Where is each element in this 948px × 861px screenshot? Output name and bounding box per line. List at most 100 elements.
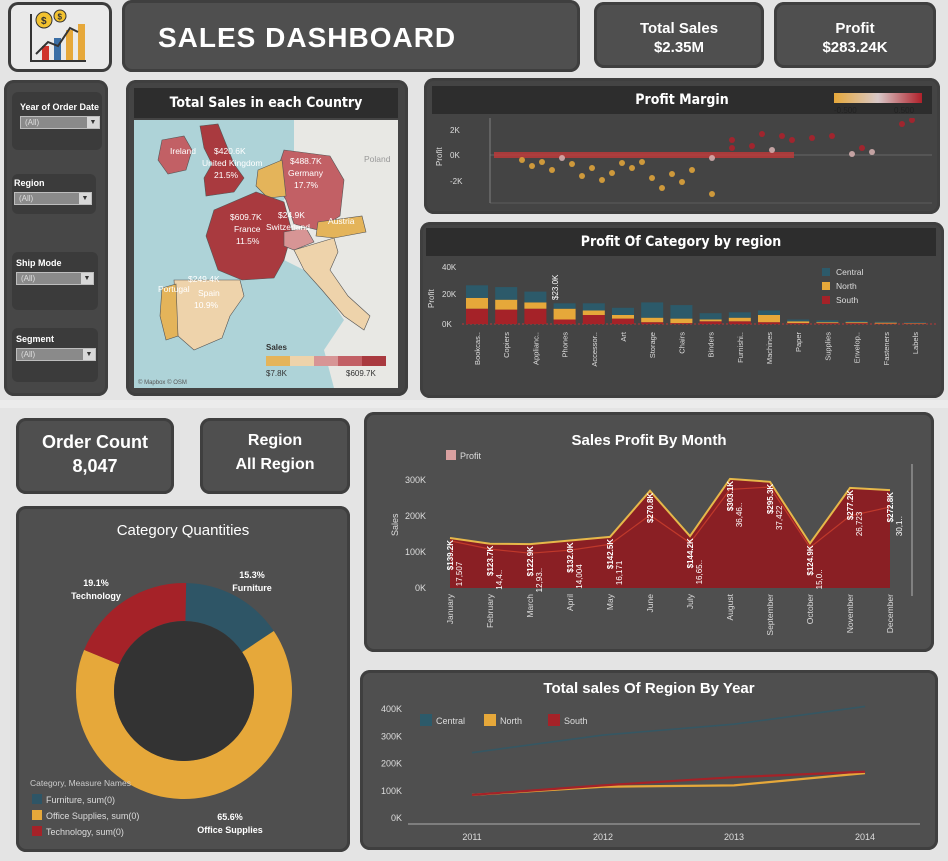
- country-portugal[interactable]: [159, 283, 179, 341]
- bar-south[interactable]: [728, 321, 751, 324]
- sales-value-label: $124.9K: [806, 545, 815, 575]
- country-uk[interactable]: [199, 123, 245, 197]
- category-region-ytick: 20K: [442, 290, 457, 299]
- sales-line[interactable]: [449, 477, 891, 546]
- filter-segment-label: Segment: [16, 334, 55, 344]
- profit-value: $283.24K: [822, 39, 888, 56]
- bar-south[interactable]: [787, 323, 810, 324]
- country-austria[interactable]: [315, 215, 367, 239]
- profit-card: Profit $283.24K: [774, 2, 936, 68]
- profit-line[interactable]: [449, 486, 891, 554]
- filter-year-label: Year of Order Date: [20, 102, 100, 112]
- bar-south[interactable]: [466, 308, 488, 324]
- series-line-central[interactable]: [471, 705, 866, 754]
- title-bar: SALES DASHBOARD: [122, 0, 580, 72]
- bar-south[interactable]: [670, 323, 693, 324]
- bar-north[interactable]: [787, 321, 810, 324]
- sales-month-chart[interactable]: ProfitSales300K200K100K0KJanuary$139.2K1…: [364, 446, 934, 650]
- filter-shipmode-select[interactable]: (All) ▼: [16, 272, 94, 285]
- sales-area[interactable]: [450, 478, 890, 588]
- slice-technology[interactable]: [84, 583, 187, 665]
- bar-central[interactable]: [758, 310, 780, 316]
- total-sales-label: Total Sales: [639, 20, 719, 37]
- bar-south[interactable]: [845, 323, 868, 324]
- bar-north[interactable]: [524, 302, 547, 309]
- region-card: Region All Region: [200, 418, 350, 494]
- bar-north[interactable]: [553, 308, 576, 320]
- bar-north[interactable]: [845, 322, 868, 324]
- profit-margin-points: [494, 118, 915, 197]
- map-label: 21.5%: [214, 170, 239, 180]
- slice-furniture[interactable]: [185, 583, 274, 653]
- chart-money-icon: $ $: [30, 9, 86, 62]
- category-region-chart[interactable]: Profit 40K 20K 0K Bookcas.. Copiers Applianc..…: [424, 258, 940, 394]
- bar-central[interactable]: [728, 312, 751, 318]
- country-switzerland[interactable]: [283, 227, 315, 251]
- bar-central[interactable]: [845, 320, 868, 323]
- bar-south[interactable]: [699, 321, 722, 324]
- bar-north[interactable]: [728, 317, 751, 322]
- chevron-down-icon: ▼: [79, 193, 91, 204]
- dense-points: [494, 152, 794, 158]
- bar-central[interactable]: [816, 320, 839, 323]
- bar-north[interactable]: [495, 299, 518, 310]
- bar-south[interactable]: [758, 322, 780, 324]
- filter-region-select[interactable]: (All) ▼: [14, 192, 92, 205]
- category-label: Labels: [911, 332, 920, 354]
- bar-central[interactable]: [582, 303, 605, 311]
- bar-north[interactable]: [699, 319, 722, 322]
- country-benelux[interactable]: [255, 159, 287, 199]
- bar-central[interactable]: [670, 305, 693, 319]
- sales-value-label: $132.0K: [566, 542, 575, 572]
- bar-south[interactable]: [524, 308, 547, 324]
- region-year-chart[interactable]: 400K 300K 200K 100K 0K Central North South 2011 2…: [360, 700, 938, 848]
- category-qty-donut[interactable]: 19.1% Technology 15.3% Furniture 65.6% Office…: [16, 546, 350, 846]
- bar-north[interactable]: [641, 317, 664, 323]
- bar-central[interactable]: [612, 307, 634, 315]
- bar-south[interactable]: [641, 322, 664, 324]
- bar-central[interactable]: [904, 322, 926, 324]
- category-label: Supplies: [823, 332, 832, 361]
- bar-central[interactable]: [553, 303, 576, 309]
- bar-central[interactable]: [787, 319, 810, 322]
- sales-month-panel: Sales Profit By Month Profit Sales 300K 200…: [364, 412, 934, 652]
- bar-north[interactable]: [582, 310, 605, 316]
- bar-central[interactable]: [874, 321, 897, 323]
- bar-south[interactable]: [816, 323, 839, 324]
- category-region-ylabel: Profit: [427, 289, 436, 308]
- bar-north[interactable]: [612, 315, 634, 319]
- bar-south[interactable]: [612, 318, 634, 324]
- bar-north[interactable]: [466, 297, 488, 309]
- scatter-point: [769, 147, 775, 153]
- series-line-south[interactable]: [471, 770, 866, 796]
- category-label: Paper: [794, 331, 803, 352]
- bar-central[interactable]: [524, 291, 547, 303]
- svg-text:$: $: [41, 16, 47, 27]
- bar-north[interactable]: [874, 322, 897, 324]
- country-italy[interactable]: [293, 237, 371, 331]
- sales-value-label: $142.5K: [606, 539, 615, 569]
- slice-office-supplies[interactable]: [76, 630, 292, 799]
- filter-segment-select[interactable]: (All) ▼: [16, 348, 96, 361]
- legend-label: North: [836, 281, 857, 291]
- filter-year-select[interactable]: (All) ▼: [20, 116, 100, 129]
- profit-margin-legend-min: -0.500: [834, 106, 857, 115]
- bar-central[interactable]: [699, 313, 722, 320]
- scatter-point: [619, 160, 625, 166]
- bar-central[interactable]: [495, 287, 518, 300]
- europe-map[interactable]: Ireland $420.6K United Kingdom 21.5% $48…: [134, 120, 398, 388]
- bar-north[interactable]: [670, 318, 693, 324]
- bar-central[interactable]: [641, 302, 664, 318]
- bar-north[interactable]: [816, 322, 839, 324]
- slice-pct-label: 19.1%: [83, 578, 109, 588]
- bar-south[interactable]: [553, 319, 576, 325]
- country-france[interactable]: [205, 191, 293, 281]
- bar-south[interactable]: [495, 309, 518, 324]
- profit-margin-scatter[interactable]: Profit 2K 0K -2K: [432, 118, 932, 208]
- bar-central[interactable]: [466, 285, 488, 298]
- month-label: March: [525, 594, 535, 618]
- bar-north[interactable]: [758, 315, 780, 323]
- sales-value-label: $122.9K: [526, 546, 535, 576]
- country-ireland[interactable]: [157, 135, 193, 175]
- bar-south[interactable]: [582, 315, 605, 324]
